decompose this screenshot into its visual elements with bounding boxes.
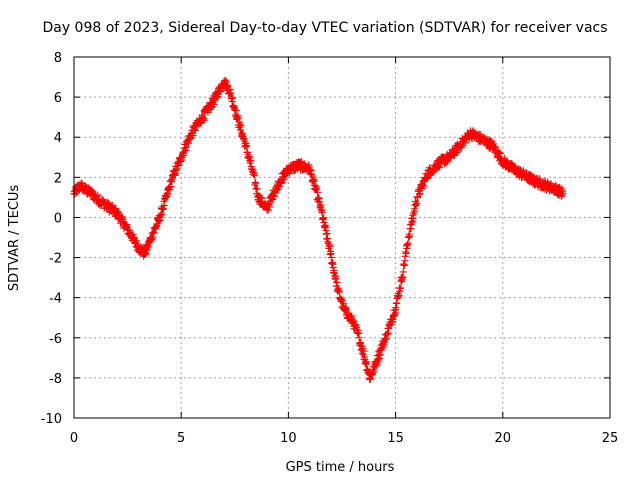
data-point-dense [166,186,174,194]
data-point-dense [243,142,251,150]
data-point-dense [360,347,368,355]
data-point-dense [275,184,283,192]
data-point-dense [406,232,414,240]
x-tick-label: 15 [387,431,404,446]
data-point-dense [280,175,288,183]
x-axis-label: GPS time / hours [286,460,395,475]
x-tick-label: 5 [177,431,185,446]
x-tick-label: 25 [602,431,619,446]
data-point-dense [253,185,261,193]
data-point-dense [308,170,316,178]
data-point-dense [420,182,428,190]
data-point-dense [222,78,230,86]
data-point-dense [234,114,242,122]
data-point-dense [313,188,321,196]
data-point-dense [274,186,282,194]
data-point-dense [399,268,407,276]
data-point-dense [214,93,222,101]
data-point-dense [103,198,111,206]
data-point-dense [175,161,183,169]
data-points [70,76,567,383]
data-point-dense [171,169,179,177]
data-point-dense [495,149,503,157]
y-tick-label: -10 [41,412,62,427]
y-tick-label: -8 [49,372,62,387]
data-point-dense [416,190,424,198]
data-point-dense [333,279,341,287]
data-point-dense [402,249,410,257]
data-point-dense [411,207,419,215]
x-tick-labels: 0 5 10 15 20 25 [70,431,618,446]
data-point-dense [266,203,274,211]
y-tick-label: -2 [49,252,62,267]
data-point-dense [221,76,229,84]
data-point-dense [189,132,197,140]
data-point-dense [338,295,346,303]
y-axis-label: SDTVAR / TECUs [7,185,22,292]
y-tick-labels: -10 -8 -6 -4 -2 0 2 4 6 8 [41,51,62,427]
data-point-dense [250,172,258,180]
data-point-dense [200,115,208,123]
y-tick-label: 2 [54,171,62,186]
data-point-dense [160,202,168,210]
data-point-dense [380,341,388,349]
data-point-dense [397,284,405,292]
data-point-dense [318,209,326,217]
data-point-dense [392,306,400,314]
data-point-dense [168,178,176,186]
data-point-dense [413,199,421,207]
data-point-dense [458,142,466,150]
y-tick-label: 0 [54,211,62,226]
data-point-dense [332,272,340,280]
y-tick-label: 4 [54,131,62,146]
data-point-dense [159,205,167,213]
data-point-dense [348,312,356,320]
x-tick-label: 10 [280,431,297,446]
data-point-dense [269,195,277,203]
data-point-dense [310,177,318,185]
data-point-dense [408,217,416,225]
data-point-dense [395,292,403,300]
data-point-dense [557,192,565,200]
y-tick-label: -6 [49,332,62,347]
data-point-dense [114,208,122,216]
data-point-dense [229,94,237,102]
data-point-dense [184,139,192,147]
data-point-dense [453,149,461,157]
data-point-dense [210,100,218,108]
axis-ticks [73,56,611,419]
x-tick-label: 0 [70,431,78,446]
y-tick-label: 6 [54,91,62,106]
data-point-dense [326,243,334,251]
y-tick-label: 8 [54,51,62,66]
y-tick-label: -4 [49,292,62,307]
data-point-dense [237,122,245,130]
data-point [355,334,363,342]
data-point-dense [232,107,240,115]
data-point-dense [167,183,175,191]
data-point [559,189,567,197]
plot-frame [73,56,611,419]
x-tick-label: 20 [495,431,512,446]
data-point-dense [374,356,382,364]
data-point-dense [153,222,161,230]
chart-title: Day 098 of 2023, Sidereal Day-to-day VTE… [42,20,607,36]
data-point-dense [362,359,370,367]
